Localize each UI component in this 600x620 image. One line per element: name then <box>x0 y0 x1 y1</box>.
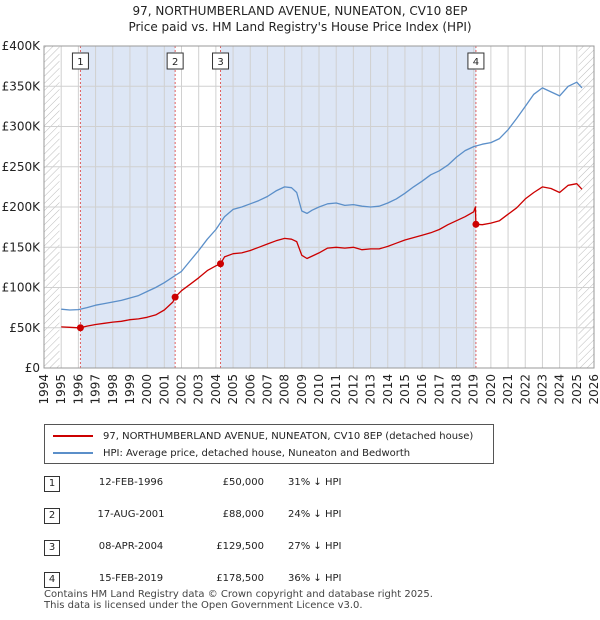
transaction-number: 4 <box>44 572 60 588</box>
x-tick-label: 2015 <box>398 374 412 405</box>
transaction-label: 1 <box>77 57 83 68</box>
transaction-label-box: 2 <box>166 52 184 70</box>
x-tick-label: 2023 <box>535 374 549 405</box>
x-tick-label: 2000 <box>140 374 154 405</box>
y-tick-label: £150K <box>2 240 42 254</box>
x-tick-label: 1996 <box>71 374 85 405</box>
x-tick-label: 1998 <box>106 374 120 405</box>
x-tick-label: 2019 <box>467 374 481 405</box>
sale-point <box>472 220 480 228</box>
transaction-hpi-diff: 36% ↓ HPI <box>288 573 342 584</box>
x-tick-label: 2010 <box>312 374 326 405</box>
transaction-hpi-diff: 24% ↓ HPI <box>288 509 342 520</box>
transaction-number: 1 <box>44 476 60 492</box>
x-tick-label: 2021 <box>501 374 515 405</box>
y-tick-label: £400K <box>2 39 42 53</box>
footer: Contains HM Land Registry data © Crown c… <box>44 589 433 611</box>
transaction-price: £50,000 <box>222 477 264 488</box>
transaction-number: 2 <box>44 508 60 524</box>
chart-subtitle: Price paid vs. HM Land Registry's House … <box>128 20 472 34</box>
y-tick-label: £100K <box>2 281 42 295</box>
transaction-date: 15-FEB-2019 <box>98 573 164 584</box>
x-tick-label: 2025 <box>570 374 584 405</box>
x-tick-label: 2008 <box>278 374 292 405</box>
table-row: 1 12-FEB-1996 £50,000 31% ↓ HPI <box>44 474 444 506</box>
table-row: 4 15-FEB-2019 £178,500 36% ↓ HPI <box>44 570 444 602</box>
legend-swatch-property <box>53 435 93 437</box>
x-tick-label: 2009 <box>295 374 309 405</box>
x-tick-label: 1997 <box>89 374 103 405</box>
transaction-hpi-diff: 31% ↓ HPI <box>288 477 342 488</box>
footer-copyright: Contains HM Land Registry data © Crown c… <box>44 589 433 600</box>
x-tick-label: 2016 <box>415 374 429 405</box>
transaction-hpi-diff: 27% ↓ HPI <box>288 541 342 552</box>
table-row: 3 08-APR-2004 £129,500 27% ↓ HPI <box>44 538 444 570</box>
x-tick-label: 2011 <box>329 374 343 405</box>
x-tick-label: 2007 <box>260 374 274 405</box>
x-tick-label: 2006 <box>243 374 257 405</box>
legend-label-hpi: HPI: Average price, detached house, Nune… <box>103 447 411 459</box>
legend-item-property: 97, NORTHUMBERLAND AVENUE, NUNEATON, CV1… <box>53 428 473 444</box>
transaction-label: 2 <box>172 57 178 68</box>
x-tick-label: 2026 <box>587 374 600 405</box>
transaction-number: 3 <box>44 540 60 556</box>
x-tick-label: 2013 <box>364 374 378 405</box>
transactions-table: 1 12-FEB-1996 £50,000 31% ↓ HPI 2 17-AUG… <box>44 474 444 602</box>
transaction-price: £88,000 <box>222 509 264 520</box>
transaction-label-box: 3 <box>212 52 230 70</box>
x-tick-label: 2005 <box>226 374 240 405</box>
y-tick-label: £300K <box>2 120 42 134</box>
y-tick-label: £0 <box>25 361 40 375</box>
x-tick-label: 2018 <box>450 374 464 405</box>
transaction-date: 08-APR-2004 <box>98 541 164 552</box>
x-tick-label: 2001 <box>157 374 171 405</box>
x-tick-label: 2022 <box>518 374 532 405</box>
x-tick-label: 2002 <box>175 374 189 405</box>
footer-licence: This data is licensed under the Open Gov… <box>44 600 363 611</box>
transaction-label: 3 <box>217 57 223 68</box>
transaction-date: 17-AUG-2001 <box>97 509 165 520</box>
transaction-label-frame <box>166 52 184 70</box>
transaction-price: £178,500 <box>216 573 264 584</box>
legend: 97, NORTHUMBERLAND AVENUE, NUNEATON, CV1… <box>44 424 494 464</box>
x-tick-label: 2024 <box>553 374 567 405</box>
x-tick-label: 2004 <box>209 374 223 405</box>
transaction-price: £129,500 <box>216 541 264 552</box>
y-tick-label: £200K <box>2 200 42 214</box>
x-tick-label: 1995 <box>54 374 68 405</box>
transaction-label-box: 1 <box>71 52 89 70</box>
x-tick-label: 2003 <box>192 374 206 405</box>
x-tick-label: 2020 <box>484 374 498 405</box>
x-tick-label: 1999 <box>123 374 137 405</box>
sale-point <box>76 324 84 332</box>
price-chart: 1 2 3 4 £0 £50K £100K £150K £200K £250K £300K £350K… <box>2 39 600 405</box>
plot-border <box>43 45 595 369</box>
y-tick-label: £50K <box>9 321 41 335</box>
x-tick-label: 1994 <box>37 374 51 405</box>
x-tick-label: 2014 <box>381 374 395 405</box>
transaction-label-frame <box>212 52 230 70</box>
x-tick-label: 2017 <box>432 374 446 405</box>
x-tick-label: 2012 <box>346 374 360 405</box>
legend-swatch-hpi <box>53 452 93 454</box>
table-row: 2 17-AUG-2001 £88,000 24% ↓ HPI <box>44 506 444 538</box>
transaction-label-frame <box>467 52 485 70</box>
y-tick-label: £250K <box>2 160 42 174</box>
transaction-date: 12-FEB-1996 <box>98 477 164 488</box>
legend-label-property: 97, NORTHUMBERLAND AVENUE, NUNEATON, CV1… <box>103 430 474 442</box>
transaction-label-frame <box>71 52 89 70</box>
y-tick-label: £350K <box>2 79 42 93</box>
sale-point <box>171 293 179 301</box>
chart-title: 97, NORTHUMBERLAND AVENUE, NUNEATON, CV1… <box>132 4 468 18</box>
transaction-label: 4 <box>473 57 479 68</box>
legend-item-hpi: HPI: Average price, detached house, Nune… <box>53 445 410 461</box>
transaction-label-box: 4 <box>467 52 485 70</box>
hpi-line <box>61 81 583 311</box>
property-price-line <box>61 183 583 329</box>
sale-point <box>217 260 225 268</box>
